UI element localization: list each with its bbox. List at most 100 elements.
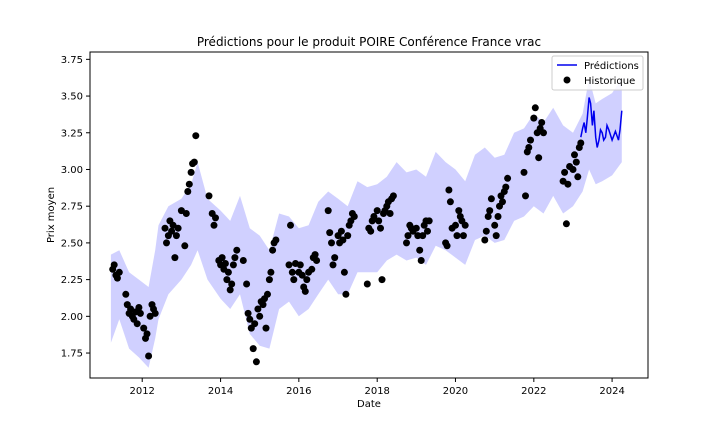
history-point — [339, 236, 347, 244]
prediction-line-layer — [580, 97, 623, 148]
history-point — [492, 232, 500, 240]
history-point — [538, 119, 546, 126]
history-point — [350, 213, 358, 220]
history-point — [564, 180, 572, 188]
history-point — [329, 261, 337, 269]
history-point — [303, 276, 311, 284]
history-point — [182, 210, 190, 217]
history-point — [221, 260, 229, 267]
history-point — [229, 261, 237, 269]
history-point — [504, 174, 512, 182]
legend-history-label: Historique — [584, 76, 635, 87]
history-point — [562, 220, 570, 228]
history-point — [370, 213, 378, 220]
history-point — [569, 166, 577, 173]
history-point — [540, 129, 547, 137]
history-point — [288, 268, 296, 276]
history-point — [192, 132, 200, 140]
history-point — [133, 320, 141, 328]
y-tick-label: 3.00 — [61, 165, 83, 176]
history-point — [461, 221, 469, 229]
history-point — [244, 309, 252, 317]
legend-prediction-label: Prédictions — [584, 60, 639, 72]
history-point — [571, 151, 578, 159]
y-tick-label: 3.75 — [61, 55, 83, 66]
history-point — [377, 224, 384, 232]
history-point — [459, 232, 467, 240]
y-tick-label: 2.50 — [61, 238, 83, 249]
history-point — [136, 309, 144, 317]
history-point — [404, 232, 412, 240]
history-point — [172, 232, 180, 240]
history-point — [378, 276, 386, 284]
history-point — [494, 213, 502, 220]
history-point — [443, 242, 451, 250]
history-point — [452, 221, 459, 229]
history-point — [223, 276, 231, 284]
history-point — [290, 276, 298, 284]
history-point — [340, 268, 348, 276]
confidence-band — [110, 78, 622, 368]
history-point — [210, 221, 218, 229]
history-point — [527, 136, 534, 144]
confidence-band-layer — [110, 78, 622, 368]
x-axis: 2012 2014 2016 2018 2020 2022 2024 — [129, 378, 625, 397]
x-tick-label: 2014 — [208, 386, 233, 397]
history-point — [577, 139, 585, 147]
history-point — [254, 305, 262, 313]
history-point — [572, 158, 580, 166]
history-point — [561, 168, 569, 176]
x-tick-label: 2022 — [521, 386, 546, 397]
history-point — [337, 227, 345, 235]
history-point — [520, 168, 528, 176]
history-point — [344, 232, 352, 240]
history-point — [259, 301, 267, 309]
history-point — [190, 158, 198, 166]
history-point — [267, 268, 275, 276]
x-tick-label: 2012 — [129, 386, 154, 397]
y-tick-label: 2.75 — [61, 202, 83, 213]
history-point — [530, 114, 538, 122]
history-point — [224, 268, 232, 276]
history-point — [484, 213, 492, 220]
history-point — [313, 257, 321, 264]
history-point — [143, 330, 151, 338]
history-point — [228, 280, 236, 288]
legend-history-swatch — [563, 76, 571, 84]
history-point — [151, 309, 159, 317]
history-point — [110, 261, 118, 269]
history-point — [140, 324, 148, 332]
history-point — [375, 217, 383, 225]
history-point — [445, 186, 453, 194]
x-tick-label: 2016 — [286, 386, 311, 397]
history-point — [262, 324, 270, 332]
history-point — [416, 246, 424, 254]
history-point — [252, 358, 260, 366]
history-point — [482, 227, 490, 235]
history-point — [331, 254, 339, 262]
history-point — [531, 104, 539, 112]
history-point — [171, 254, 179, 262]
history-point — [363, 280, 371, 288]
history-point — [226, 286, 234, 294]
history-point — [424, 227, 431, 235]
history-point — [425, 217, 433, 225]
history-point — [328, 239, 335, 247]
history-point — [174, 224, 182, 232]
history-point — [184, 188, 192, 195]
history-point — [161, 224, 169, 232]
history-point — [308, 265, 316, 273]
history-point — [414, 232, 422, 240]
history-point — [455, 207, 463, 215]
x-tick-label: 2024 — [599, 386, 624, 397]
history-point — [122, 290, 130, 298]
y-tick-label: 3.25 — [61, 128, 83, 139]
history-point — [491, 221, 499, 229]
history-point — [499, 198, 506, 206]
history-point — [135, 304, 143, 311]
history-point — [417, 257, 425, 264]
plot-frame — [89, 51, 649, 379]
history-point — [525, 144, 533, 151]
history-point — [486, 207, 494, 215]
